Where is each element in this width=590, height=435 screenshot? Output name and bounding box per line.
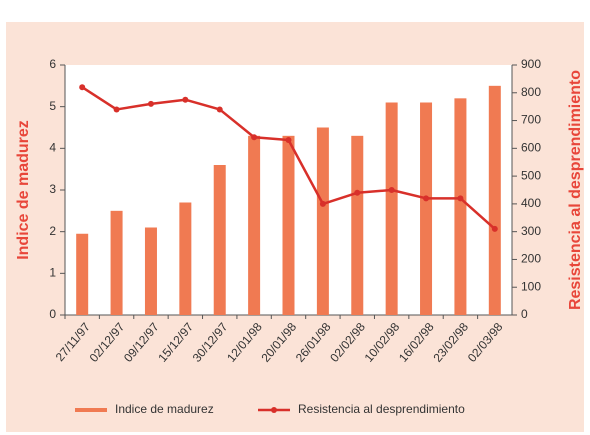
line-marker bbox=[182, 96, 189, 103]
line-marker bbox=[216, 106, 223, 113]
line-marker bbox=[354, 189, 361, 196]
y2-tick-label: 700 bbox=[521, 113, 541, 127]
line-marker bbox=[147, 100, 154, 107]
y2-tick-label: 0 bbox=[521, 307, 528, 321]
line-marker bbox=[79, 84, 86, 91]
line-marker bbox=[457, 195, 464, 202]
bar bbox=[76, 233, 89, 315]
bar bbox=[179, 202, 192, 315]
bar bbox=[213, 165, 226, 315]
y2-tick-label: 400 bbox=[521, 196, 541, 210]
y2-tick-label: 100 bbox=[521, 279, 541, 293]
y-tick-label: 1 bbox=[49, 266, 56, 280]
y-tick-label: 4 bbox=[49, 141, 56, 155]
y2-tick-label: 800 bbox=[521, 85, 541, 99]
y2-tick-label: 600 bbox=[521, 141, 541, 155]
y2-tick-label: 200 bbox=[521, 252, 541, 266]
line-marker bbox=[285, 137, 292, 143]
y-tick-label: 6 bbox=[49, 57, 56, 71]
bar bbox=[488, 85, 501, 315]
bar bbox=[248, 135, 261, 315]
y-tick-label: 0 bbox=[49, 307, 56, 321]
legend-marker bbox=[271, 407, 277, 413]
bar bbox=[144, 227, 157, 315]
bar bbox=[454, 98, 467, 315]
line-marker bbox=[251, 134, 258, 141]
legend-label: Indice de madurez bbox=[115, 402, 214, 416]
line-marker bbox=[113, 106, 120, 113]
bar bbox=[385, 102, 398, 315]
y2-tick-label: 900 bbox=[521, 57, 541, 71]
bar bbox=[282, 135, 295, 315]
bar bbox=[420, 102, 433, 315]
y2-tick-label: 500 bbox=[521, 168, 541, 182]
line-marker bbox=[491, 225, 498, 232]
bar bbox=[110, 210, 123, 315]
y-tick-label: 3 bbox=[49, 182, 56, 196]
line-marker bbox=[388, 187, 395, 193]
bar bbox=[351, 135, 364, 315]
y-axis-title: Indice de madurez bbox=[15, 120, 32, 260]
y2-tick-label: 300 bbox=[521, 224, 541, 238]
y2-axis-title: Resistencia al desprendimiento bbox=[567, 70, 584, 310]
line-marker bbox=[319, 200, 326, 207]
y-tick-label: 2 bbox=[49, 224, 56, 238]
line-marker bbox=[423, 195, 430, 202]
y-tick-label: 5 bbox=[49, 99, 56, 113]
legend-label: Resistencia al desprendimiento bbox=[298, 402, 465, 416]
bar bbox=[316, 127, 329, 315]
